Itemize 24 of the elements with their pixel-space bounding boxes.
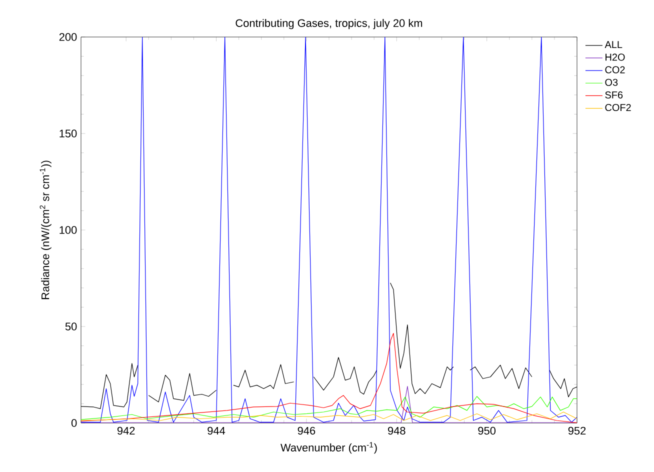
y-axis-title: Radiance (nW/(cm$^{2}$ sr cm$^{-1}$))	[40, 160, 52, 300]
x-tick-label: 942	[117, 426, 135, 435]
y-tick-label: 0	[71, 419, 77, 427]
legend-label: O3	[605, 78, 618, 86]
legend-label: SF6	[605, 91, 623, 98]
x-axis-title: Wavenumber (cm$^{-1}$)	[280, 442, 377, 454]
y-tick-label: 200	[59, 33, 77, 41]
y-tick-label: 150	[60, 130, 77, 138]
x-tick-label: 946	[298, 426, 316, 435]
y-tick-label: 100	[60, 226, 77, 234]
x-tick-label: 948	[388, 426, 406, 435]
legend-label: COF2	[605, 104, 631, 112]
line-series	[81, 412, 578, 421]
legend-label: H2O	[606, 54, 625, 61]
x-tick-label: 952	[568, 426, 586, 435]
x-tick-label: 950	[478, 426, 496, 435]
legend-label: CO2	[605, 66, 625, 74]
y-tick-label: 50	[65, 322, 77, 330]
x-tick-label: 944	[208, 426, 226, 435]
line-series	[81, 396, 578, 420]
legend-label: ALL	[604, 41, 622, 48]
chart-title: Contributing Gases, tropics, july 20 km	[236, 18, 422, 30]
line-series	[81, 36, 578, 423]
line-series	[81, 332, 578, 423]
